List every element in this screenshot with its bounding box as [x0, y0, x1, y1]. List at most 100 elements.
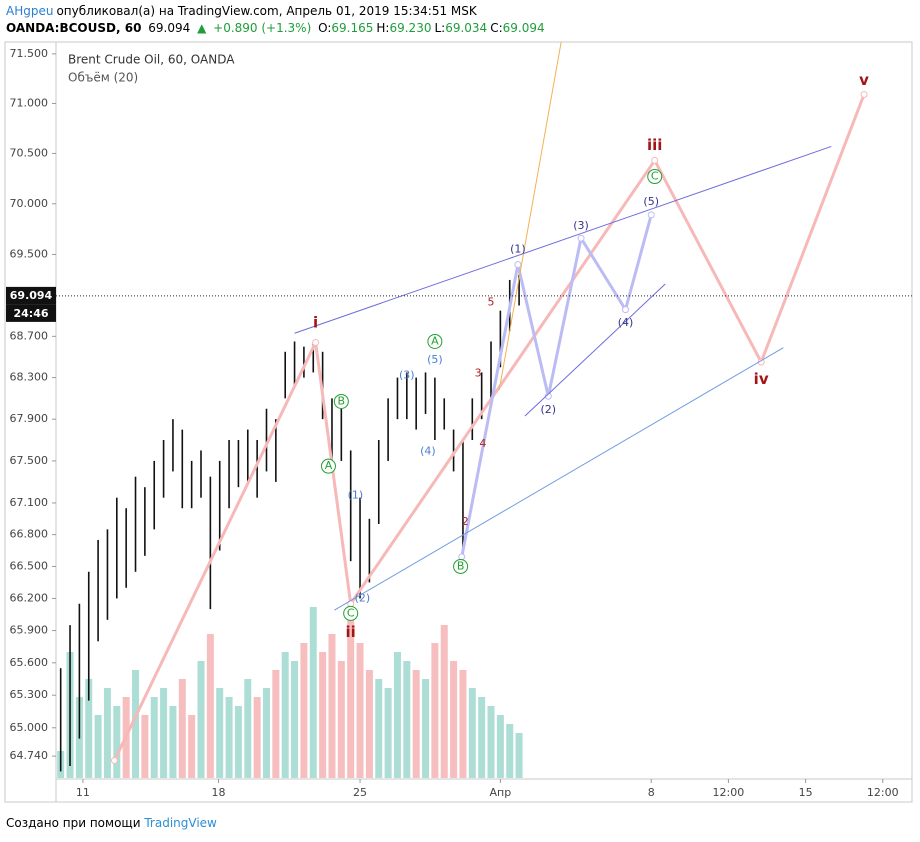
x-tick-label: 8 — [648, 786, 655, 799]
arrow: ▲ — [197, 21, 207, 35]
volume-bar — [356, 643, 364, 778]
volume-bar — [393, 652, 401, 778]
wave-label: iii — [647, 136, 662, 154]
volume-bar — [94, 715, 102, 778]
volume-bar — [178, 679, 186, 778]
volume-bar — [468, 688, 476, 778]
x-tick-label: 12:00 — [867, 786, 899, 799]
vertex — [577, 234, 585, 242]
chart-subtitle: Объём (20) — [68, 71, 138, 85]
chart-title: Brent Crude Oil, 60, OANDA — [68, 53, 235, 67]
drawing-line — [294, 145, 832, 334]
last: 69.094 — [148, 21, 191, 35]
ohlc-label: C: — [490, 21, 503, 35]
y-tick-label: 65.600 — [10, 656, 49, 669]
x-tick-label: Апр — [490, 786, 512, 799]
wave-label: (2) — [541, 403, 557, 416]
volume-bar — [478, 697, 486, 778]
last-price-box — [6, 286, 56, 305]
volume-bar — [365, 670, 373, 778]
volume-bar — [225, 697, 233, 778]
volume-bar — [487, 706, 495, 778]
volume-bar — [412, 670, 420, 778]
wave-label: 2 — [462, 515, 469, 528]
frame — [4, 41, 913, 803]
plot: iiiiiiivvABCABC(1)(2)(3)(4)(5)(1)(2)(3)(… — [57, 42, 869, 778]
wave-label: (5) — [427, 353, 443, 366]
footer: Создано при помощи TradingView — [6, 816, 217, 830]
ohlc: O:69.165 H:69.230 L:69.034 C:69.094 — [318, 21, 548, 35]
label-circle — [453, 558, 469, 574]
volume-bar — [188, 715, 196, 778]
drawing-line — [524, 283, 666, 417]
wave-label: (1) — [348, 489, 364, 502]
countdown: 24:46 — [13, 307, 48, 320]
wave-label: A — [431, 334, 439, 347]
ohlc-value: 69.165 — [331, 21, 374, 35]
volume-bar — [291, 661, 299, 778]
volume-bar — [450, 661, 458, 778]
volume-bar — [431, 643, 439, 778]
footer-text: Создано при помощи — [6, 816, 141, 830]
y-tick-label: 65.900 — [10, 624, 49, 637]
drawing-line — [334, 347, 784, 611]
vertex — [110, 756, 118, 764]
y-tick-label: 70.000 — [10, 197, 49, 210]
wave-label: (3) — [573, 219, 589, 232]
y-tick-label: 67.100 — [10, 496, 49, 509]
wave-label: C — [347, 606, 355, 619]
x-tick-label: 25 — [353, 786, 367, 799]
last-price-label: 69.094 — [10, 289, 53, 302]
wave-label: C — [651, 170, 659, 183]
ohlc-label: L: — [434, 21, 446, 35]
y-tick-label: 68.700 — [10, 329, 49, 342]
x-tick-label: 15 — [799, 786, 813, 799]
volume-bar — [319, 652, 327, 778]
volume-bar — [496, 715, 504, 778]
volume-bar — [300, 643, 308, 778]
symbol: OANDA:BCOUSD, 60 — [6, 21, 142, 35]
volume-bar — [113, 706, 121, 778]
label-circle — [320, 458, 336, 474]
wave-label: v — [859, 71, 869, 89]
volume-bar — [150, 697, 158, 778]
symbol-line: OANDA:BCOUSD, 60 69.094 ▲ +0.890 (+1.3%)… — [6, 21, 551, 35]
x-tick-label: 12:00 — [713, 786, 745, 799]
y-tick-label: 67.500 — [10, 454, 49, 467]
y-tick-label: 65.300 — [10, 688, 49, 701]
countdown-box — [6, 304, 56, 322]
volume-bar — [384, 688, 392, 778]
volume-bar — [422, 679, 430, 778]
volume-bar — [403, 661, 411, 778]
wave-label: B — [457, 559, 465, 572]
ohlc-value: 69.094 — [502, 21, 545, 35]
volume-bar — [375, 679, 383, 778]
y-tick-label: 69.500 — [10, 247, 49, 260]
wave-label: 4 — [479, 437, 486, 450]
wave-label: (4) — [618, 316, 634, 329]
wave-label: 3 — [475, 366, 482, 379]
volume-bar — [347, 616, 355, 778]
volume-bar — [272, 670, 280, 778]
label-circle — [647, 169, 663, 185]
vertex — [860, 91, 868, 99]
volume-bar — [85, 679, 93, 778]
brand[interactable]: TradingView — [144, 816, 217, 830]
volume-bar — [459, 670, 467, 778]
volume-bar — [281, 652, 289, 778]
volume-bar — [440, 625, 448, 778]
y-tick-label: 64.740 — [10, 749, 49, 762]
published: опубликовал(а) на TradingView.com, Апрел… — [56, 4, 477, 18]
volume-bar — [141, 715, 149, 778]
drawing-line — [113, 93, 866, 762]
wave-label: A — [325, 459, 333, 472]
volume-bar — [506, 724, 514, 778]
label-circle — [333, 393, 349, 409]
user-name[interactable]: AHgреu — [6, 4, 54, 18]
volume-bar — [160, 688, 168, 778]
x-tick-label: 11 — [76, 786, 90, 799]
vertex — [651, 156, 659, 164]
vertex — [514, 261, 522, 269]
vertex — [312, 339, 320, 347]
